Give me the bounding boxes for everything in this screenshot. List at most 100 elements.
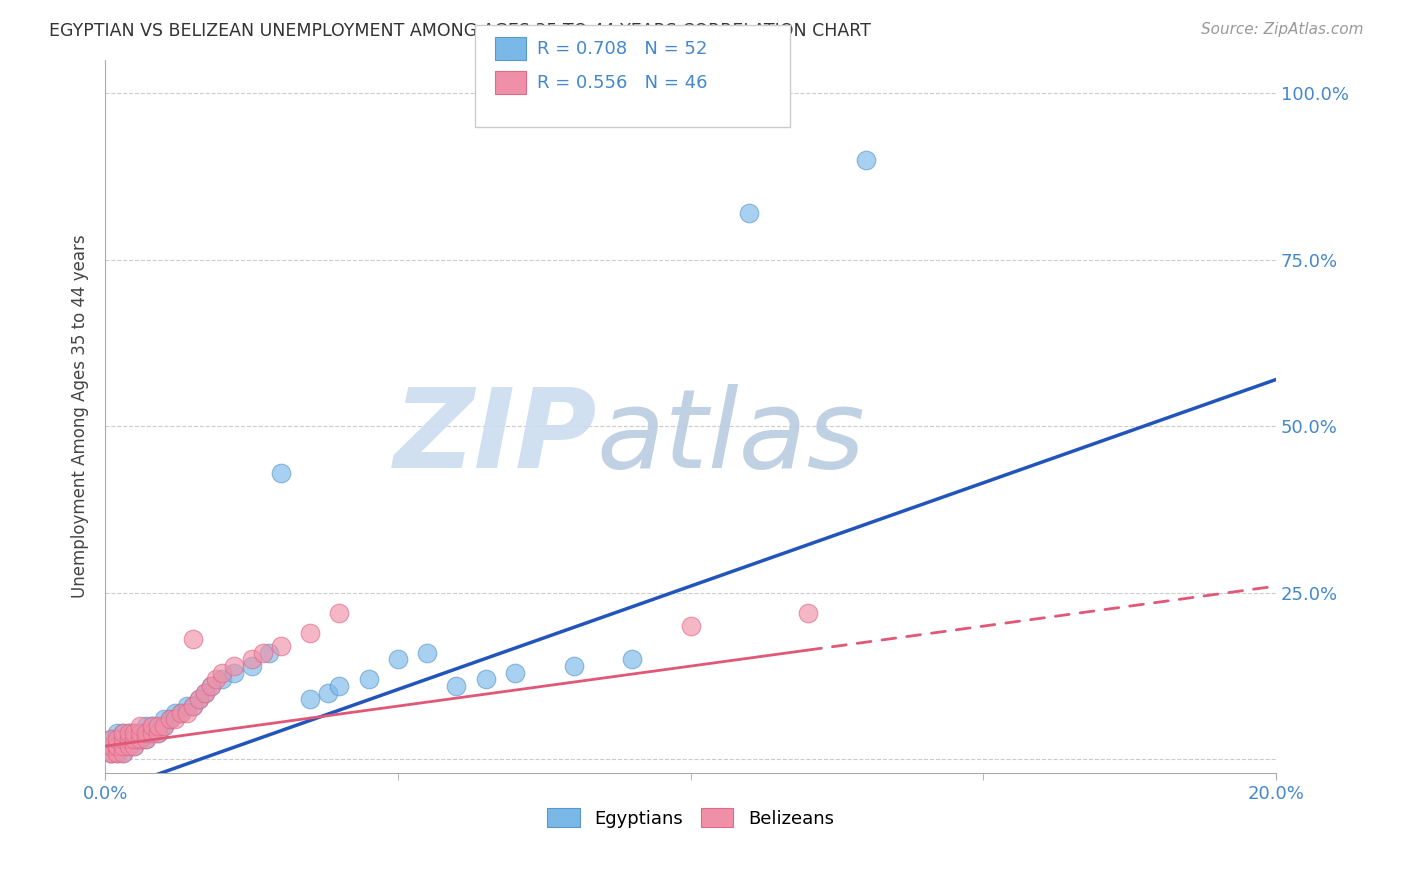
Point	[181, 699, 204, 714]
Point	[170, 706, 193, 720]
Y-axis label: Unemployment Among Ages 35 to 44 years: Unemployment Among Ages 35 to 44 years	[72, 235, 89, 598]
Point	[152, 719, 174, 733]
Point	[105, 739, 128, 753]
Point	[117, 725, 139, 739]
Point	[146, 719, 169, 733]
Point	[187, 692, 209, 706]
Point	[129, 732, 152, 747]
Point	[357, 673, 380, 687]
Point	[240, 659, 263, 673]
Point	[181, 699, 204, 714]
Point	[211, 673, 233, 687]
Point	[152, 713, 174, 727]
Point	[100, 739, 122, 753]
Point	[270, 639, 292, 653]
Point	[205, 673, 228, 687]
Point	[100, 732, 122, 747]
Point	[141, 719, 163, 733]
Point	[503, 665, 526, 680]
Text: R = 0.556   N = 46: R = 0.556 N = 46	[537, 74, 707, 92]
Point	[129, 725, 152, 739]
Point	[117, 732, 139, 747]
Point	[222, 659, 245, 673]
Text: ZIP: ZIP	[394, 384, 598, 491]
Point	[105, 739, 128, 753]
Point	[124, 739, 146, 753]
Point	[124, 739, 146, 753]
Point	[100, 746, 122, 760]
Point	[194, 686, 217, 700]
Point	[111, 746, 134, 760]
Point	[117, 739, 139, 753]
Point	[270, 466, 292, 480]
Point	[240, 652, 263, 666]
Point	[124, 732, 146, 747]
Point	[187, 692, 209, 706]
Point	[562, 659, 585, 673]
Point	[446, 679, 468, 693]
Point	[124, 725, 146, 739]
Point	[416, 646, 439, 660]
Point	[621, 652, 644, 666]
Point	[111, 725, 134, 739]
Point	[328, 606, 350, 620]
Point	[316, 686, 339, 700]
Point	[159, 713, 181, 727]
Point	[146, 725, 169, 739]
Point	[257, 646, 280, 660]
Point	[152, 719, 174, 733]
Point	[170, 706, 193, 720]
Point	[146, 725, 169, 739]
Point	[105, 725, 128, 739]
Point	[194, 686, 217, 700]
Point	[124, 725, 146, 739]
Point	[387, 652, 409, 666]
Point	[200, 679, 222, 693]
Text: atlas: atlas	[598, 384, 866, 491]
Point	[135, 732, 157, 747]
Point	[135, 719, 157, 733]
Point	[135, 725, 157, 739]
Point	[679, 619, 702, 633]
Point	[100, 739, 122, 753]
Point	[738, 206, 761, 220]
Point	[105, 732, 128, 747]
Point	[222, 665, 245, 680]
Text: Source: ZipAtlas.com: Source: ZipAtlas.com	[1201, 22, 1364, 37]
Legend: Egyptians, Belizeans: Egyptians, Belizeans	[540, 801, 841, 835]
Point	[111, 739, 134, 753]
Point	[111, 725, 134, 739]
Point	[141, 725, 163, 739]
Point	[176, 699, 198, 714]
Point	[129, 719, 152, 733]
Point	[159, 713, 181, 727]
Point	[117, 725, 139, 739]
Point	[129, 732, 152, 747]
Point	[299, 625, 322, 640]
Point	[105, 739, 128, 753]
Point	[141, 719, 163, 733]
Point	[111, 732, 134, 747]
Point	[855, 153, 877, 167]
Point	[100, 746, 122, 760]
Point	[165, 706, 187, 720]
Point	[129, 725, 152, 739]
Point	[299, 692, 322, 706]
Point	[211, 665, 233, 680]
Point	[796, 606, 818, 620]
Text: EGYPTIAN VS BELIZEAN UNEMPLOYMENT AMONG AGES 35 TO 44 YEARS CORRELATION CHART: EGYPTIAN VS BELIZEAN UNEMPLOYMENT AMONG …	[49, 22, 872, 40]
Point	[181, 632, 204, 647]
Point	[117, 732, 139, 747]
Point	[111, 739, 134, 753]
Text: R = 0.708   N = 52: R = 0.708 N = 52	[537, 40, 707, 58]
Point	[111, 732, 134, 747]
Point	[135, 732, 157, 747]
Point	[124, 732, 146, 747]
Point	[141, 725, 163, 739]
Point	[165, 713, 187, 727]
Point	[474, 673, 496, 687]
Point	[200, 679, 222, 693]
Point	[105, 746, 128, 760]
Point	[117, 739, 139, 753]
Point	[100, 746, 122, 760]
